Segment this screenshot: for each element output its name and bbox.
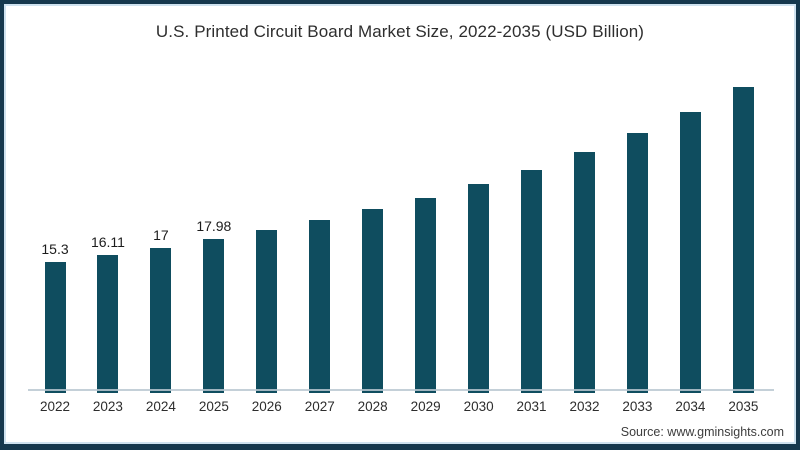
x-axis-label-2033: 2033 — [622, 399, 653, 414]
bar-2034 — [679, 111, 701, 394]
bar-2023 — [97, 255, 119, 394]
bar-2026 — [256, 229, 278, 394]
bar-2030 — [468, 183, 490, 394]
x-axis-label-2030: 2030 — [463, 399, 494, 414]
x-axis-label-2022: 2022 — [39, 399, 71, 414]
bar-value-label-2022: 15.3 — [41, 240, 69, 257]
bar-value-label-2025: 17.98 — [196, 218, 232, 235]
x-axis-label-2026: 2026 — [251, 399, 282, 414]
bar-2022 — [44, 261, 66, 394]
x-axis-label-2023: 2023 — [92, 399, 123, 414]
bar-2029 — [415, 197, 437, 394]
source-credit: Source: www.gminsights.com — [620, 425, 784, 439]
x-axis-label-2024: 2024 — [145, 399, 176, 414]
x-axis-label-2025: 2025 — [198, 399, 229, 414]
bar-2032 — [574, 151, 595, 394]
x-axis-line — [28, 389, 774, 391]
bar-2033 — [626, 133, 648, 394]
bar-2028 — [362, 209, 384, 394]
bar-2027 — [309, 220, 331, 394]
x-axis-label-2031: 2031 — [516, 399, 547, 414]
bar-2024 — [150, 247, 172, 394]
x-axis-label-2032: 2032 — [569, 399, 600, 414]
x-axis-label-2034: 2034 — [675, 399, 706, 414]
bar-value-label-2023: 16.11 — [90, 234, 125, 251]
x-axis-label-2029: 2029 — [410, 399, 441, 414]
bar-2031 — [521, 169, 543, 394]
bar-2035 — [732, 87, 754, 394]
x-axis-label-2035: 2035 — [728, 399, 759, 414]
chart-title: U.S. Printed Circuit Board Market Size, … — [155, 22, 645, 41]
bar-2025 — [203, 239, 225, 394]
x-axis-label-2027: 2027 — [304, 399, 335, 414]
x-axis-label-2028: 2028 — [357, 399, 388, 414]
bar-value-label-2024: 17 — [153, 226, 169, 243]
